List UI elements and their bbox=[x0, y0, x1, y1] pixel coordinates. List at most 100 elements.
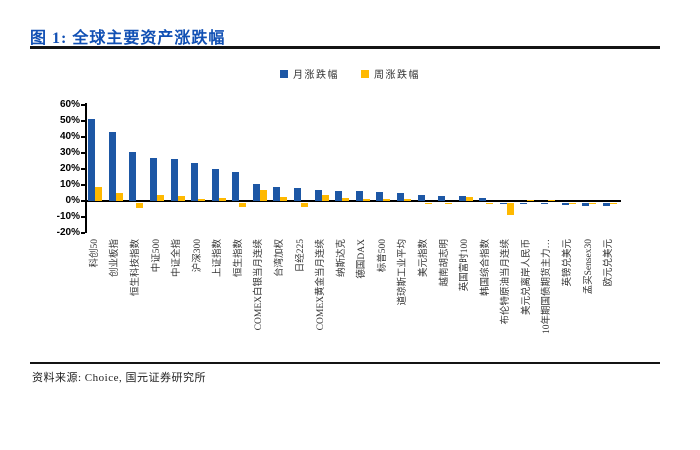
y-axis-tick-mark bbox=[81, 184, 85, 186]
bar-monthly bbox=[355, 191, 363, 201]
x-axis-label: 孟买Sensex30 bbox=[583, 239, 594, 295]
bar-monthly bbox=[561, 202, 569, 205]
bar-weekly bbox=[136, 202, 144, 208]
bar-monthly bbox=[191, 162, 199, 201]
bar-monthly bbox=[499, 202, 507, 205]
bar-monthly bbox=[458, 196, 466, 201]
y-axis-tick-label: 10% bbox=[59, 179, 80, 190]
y-axis-tick-mark bbox=[81, 104, 85, 106]
y-axis-tick-label: 50% bbox=[59, 115, 80, 126]
bar-weekly bbox=[383, 198, 391, 201]
bar-monthly bbox=[88, 119, 96, 201]
bar-weekly bbox=[568, 202, 576, 204]
bar-weekly bbox=[198, 198, 206, 201]
source-divider-rule bbox=[30, 362, 660, 364]
bar-weekly bbox=[527, 200, 535, 201]
x-axis-label: 上证指数 bbox=[213, 239, 224, 278]
x-axis-label: 科创50 bbox=[89, 239, 100, 268]
bar-weekly bbox=[239, 202, 247, 207]
source-note: 资料来源: Choice, 国元证券研究所 bbox=[32, 372, 206, 384]
y-axis-tick-label: 60% bbox=[59, 99, 80, 110]
bar-monthly bbox=[170, 159, 178, 201]
bar-monthly bbox=[273, 187, 281, 201]
bar-weekly bbox=[465, 196, 473, 201]
bar-monthly bbox=[479, 197, 487, 201]
bar-weekly bbox=[115, 193, 123, 201]
x-axis-label: 欧元兑美元 bbox=[604, 239, 615, 287]
bar-monthly bbox=[252, 184, 260, 201]
x-axis-label: 美元指数 bbox=[419, 239, 430, 278]
bar-monthly bbox=[438, 195, 446, 201]
legend-item-weekly: 周涨跌幅 bbox=[361, 66, 420, 81]
x-axis-label: 韩国综合指数 bbox=[480, 239, 491, 297]
x-axis-label: 中证500 bbox=[151, 239, 162, 273]
x-axis-label: 英国富时100 bbox=[460, 239, 471, 292]
bar-monthly bbox=[314, 189, 322, 201]
y-axis-tick-label: 30% bbox=[59, 147, 80, 158]
y-axis-tick-mark bbox=[81, 216, 85, 218]
chart-legend: 月涨跌幅 周涨跌幅 bbox=[10, 66, 690, 81]
x-axis-label: 恒生科技指数 bbox=[130, 239, 141, 297]
bar-weekly bbox=[547, 200, 555, 201]
x-axis-label: 标普500 bbox=[377, 239, 388, 273]
bar-weekly bbox=[157, 195, 165, 201]
figure-title: 图 1: 全球主要资产涨跌幅 bbox=[30, 30, 226, 47]
bar-weekly bbox=[280, 197, 288, 201]
x-axis-label: 道琼斯工业平均 bbox=[398, 239, 409, 306]
bar-weekly bbox=[362, 198, 370, 201]
y-axis-tick-mark bbox=[81, 168, 85, 170]
y-axis-tick-label: -20% bbox=[56, 227, 80, 238]
y-axis-tick-mark bbox=[81, 232, 85, 234]
x-axis-label: 德国DAX bbox=[357, 239, 368, 279]
x-axis-label: 台湾加权 bbox=[274, 239, 285, 278]
bar-weekly bbox=[177, 196, 185, 201]
x-axis-label: 英镑兑美元 bbox=[563, 239, 574, 287]
bar-monthly bbox=[520, 202, 528, 205]
title-divider-rule bbox=[30, 46, 660, 49]
y-axis-tick-mark bbox=[81, 152, 85, 154]
x-axis-label: 纳斯达克 bbox=[336, 239, 347, 278]
x-axis-label: 布伦特原油当月连续 bbox=[501, 239, 512, 325]
bar-monthly bbox=[582, 202, 590, 206]
y-axis-tick-mark bbox=[81, 200, 85, 202]
legend-label-monthly: 月涨跌幅 bbox=[293, 70, 339, 81]
bar-monthly bbox=[211, 169, 219, 201]
bar-weekly bbox=[95, 186, 103, 201]
y-axis-tick-label: 40% bbox=[59, 131, 80, 142]
bar-weekly bbox=[218, 198, 226, 201]
x-axis-label: 美元兑离岸人民币 bbox=[521, 239, 532, 316]
bar-monthly bbox=[396, 193, 404, 201]
bar-weekly bbox=[486, 202, 494, 205]
bar-monthly bbox=[232, 172, 240, 201]
bar-weekly bbox=[301, 202, 309, 207]
legend-item-monthly: 月涨跌幅 bbox=[280, 66, 339, 81]
bar-monthly bbox=[376, 192, 384, 201]
bar-weekly bbox=[506, 202, 514, 215]
bar-monthly bbox=[294, 188, 302, 201]
x-axis-label: 沪深300 bbox=[192, 239, 203, 273]
y-axis-tick-label: 20% bbox=[59, 163, 80, 174]
y-axis-tick-mark bbox=[81, 136, 85, 138]
x-axis-label: COMEX黄金当月连续 bbox=[316, 239, 327, 331]
y-axis-tick-label: 0% bbox=[65, 195, 80, 206]
bar-weekly bbox=[424, 202, 432, 204]
x-axis-label: 创业板指 bbox=[110, 239, 121, 278]
bar-monthly bbox=[417, 195, 425, 201]
x-axis-zero-line bbox=[85, 200, 621, 202]
bar-weekly bbox=[589, 202, 597, 204]
bar-monthly bbox=[108, 132, 116, 201]
x-axis-label: 恒生指数 bbox=[233, 239, 244, 278]
y-axis-tick-mark bbox=[81, 120, 85, 122]
x-axis-label: 中证全指 bbox=[172, 239, 183, 278]
x-axis-label: 10年期国债期货主力… bbox=[542, 239, 553, 335]
bar-monthly bbox=[602, 202, 610, 207]
bar-weekly bbox=[259, 189, 267, 201]
legend-label-weekly: 周涨跌幅 bbox=[374, 70, 420, 81]
weekly-series-swatch-icon bbox=[361, 69, 369, 78]
bar-weekly bbox=[321, 195, 329, 201]
y-axis-line bbox=[85, 103, 87, 233]
bar-weekly bbox=[342, 198, 350, 201]
x-axis-label: 日经225 bbox=[295, 239, 306, 273]
bar-weekly bbox=[445, 202, 453, 205]
x-axis-label: COMEX白银当月连续 bbox=[254, 239, 265, 331]
